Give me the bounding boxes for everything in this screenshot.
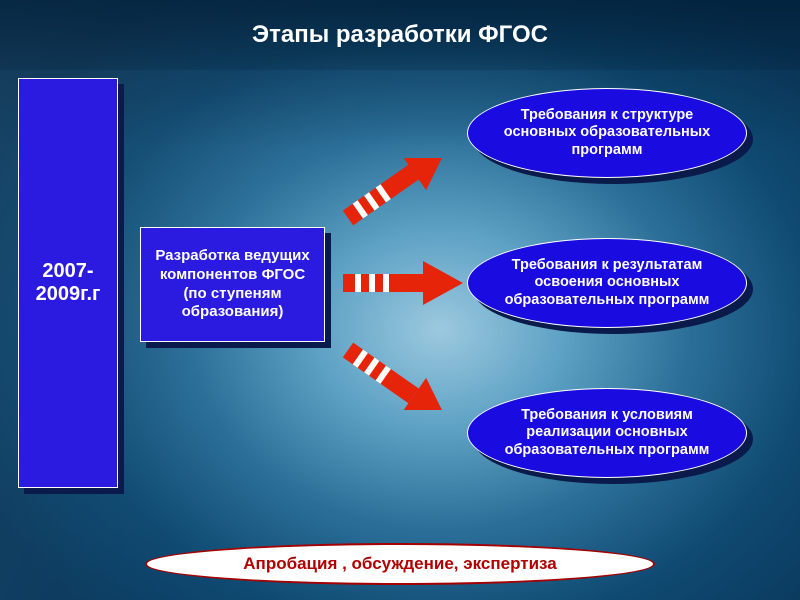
bottom-ellipse: Апробация , обсуждение, экспертиза <box>145 543 655 585</box>
page-title: Этапы разработки ФГОС <box>0 0 800 70</box>
center-box: Разработка ведущих компонентов ФГОС (по … <box>140 227 325 342</box>
ellipse-text: Требования к условиям реализации основны… <box>490 407 724 459</box>
years-box: 2007- 2009г.г <box>18 78 118 488</box>
center-box-container: Разработка ведущих компонентов ФГОС (по … <box>140 227 325 342</box>
requirement-ellipse-2: Требования к результатам освоения основн… <box>467 238 747 328</box>
ellipse-text: Требования к структуре основных образова… <box>490 107 724 159</box>
arrow-down <box>338 340 468 410</box>
arrow-middle <box>338 258 468 308</box>
requirement-ellipse-1: Требования к структуре основных образова… <box>467 88 747 178</box>
requirement-ellipse-3: Требования к условиям реализации основны… <box>467 388 747 478</box>
years-box-container: 2007- 2009г.г <box>18 78 118 488</box>
ellipse-body: Требования к результатам освоения основн… <box>467 238 747 328</box>
bottom-ellipse-container: Апробация , обсуждение, экспертиза <box>145 543 655 585</box>
bottom-ellipse-text: Апробация , обсуждение, экспертиза <box>243 554 556 574</box>
ellipse-body: Требования к условиям реализации основны… <box>467 388 747 478</box>
years-box-text: 2007- 2009г.г <box>36 260 101 306</box>
ellipse-body: Требования к структуре основных образова… <box>467 88 747 178</box>
ellipse-text: Требования к результатам освоения основн… <box>490 257 724 309</box>
arrow-up <box>338 158 468 228</box>
center-box-text: Разработка ведущих компонентов ФГОС (по … <box>149 247 316 322</box>
